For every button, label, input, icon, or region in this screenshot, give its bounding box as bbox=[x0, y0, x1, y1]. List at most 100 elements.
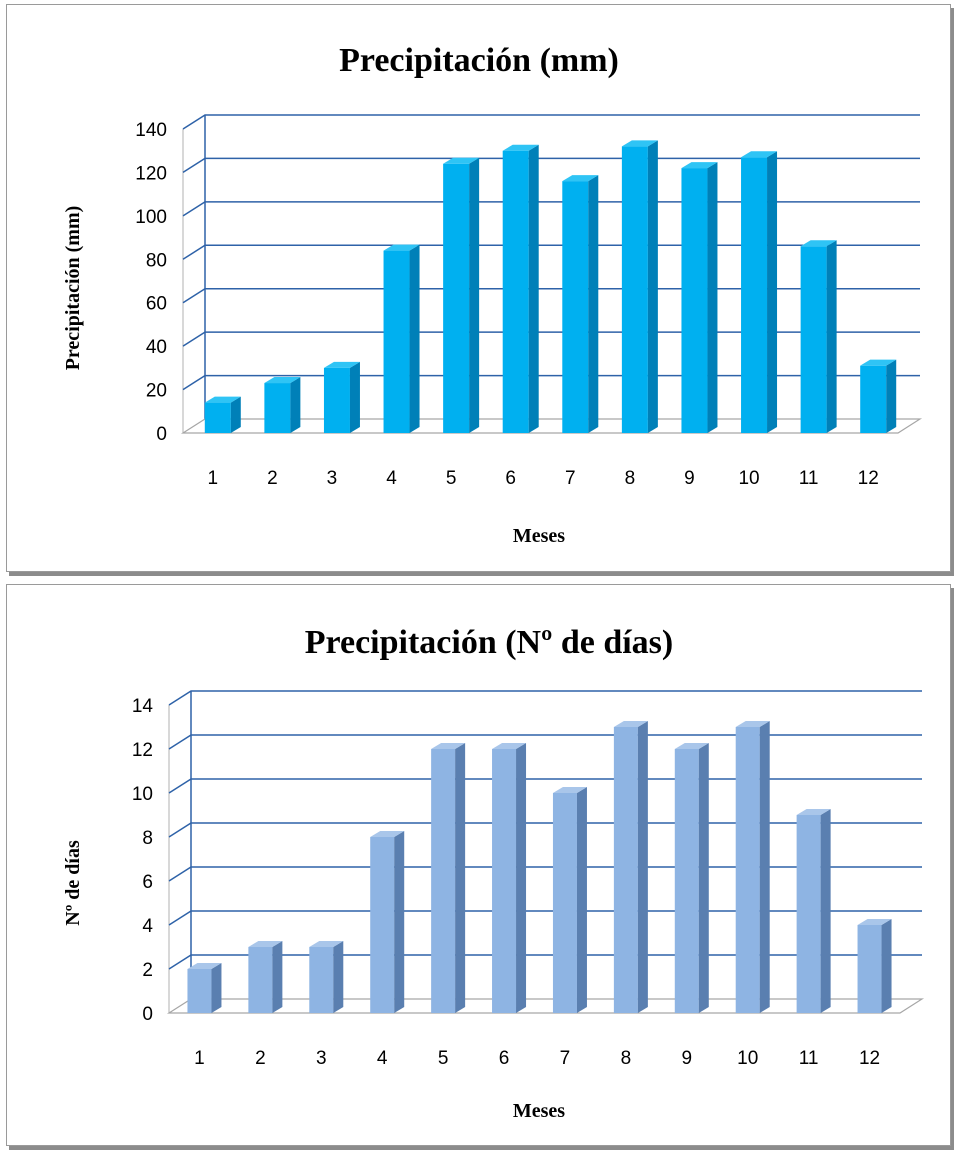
bar bbox=[613, 721, 648, 1013]
bar-side bbox=[647, 140, 658, 433]
bar-side bbox=[290, 377, 301, 433]
bar-top bbox=[323, 361, 360, 368]
bar bbox=[187, 963, 222, 1013]
bar-front bbox=[562, 181, 589, 433]
y-tick-label: 40 bbox=[146, 337, 167, 358]
bar-side bbox=[349, 361, 360, 433]
bar-top bbox=[735, 721, 770, 727]
x-tick-label: 2 bbox=[255, 1048, 266, 1069]
bar-side bbox=[576, 787, 587, 1013]
bar bbox=[800, 240, 837, 433]
bar bbox=[370, 831, 405, 1013]
bar-front bbox=[502, 150, 529, 433]
x-tick-label: 3 bbox=[327, 468, 338, 489]
bar-top bbox=[681, 162, 718, 169]
chart-title: Precipitación (mm) bbox=[339, 42, 619, 79]
bar-side bbox=[707, 162, 718, 434]
bar-side bbox=[637, 721, 648, 1013]
x-tick-label: 3 bbox=[316, 1048, 327, 1069]
x-tick-label: 4 bbox=[377, 1048, 388, 1069]
bar-front bbox=[431, 749, 456, 1013]
y-tick-label: 60 bbox=[146, 294, 167, 315]
y-tick-label: 10 bbox=[132, 784, 153, 805]
bar bbox=[552, 787, 587, 1013]
bar-side bbox=[516, 743, 527, 1013]
bar-top bbox=[796, 809, 831, 815]
bar bbox=[796, 809, 831, 1013]
gridline bbox=[168, 734, 922, 750]
x-tick-label: 10 bbox=[738, 468, 759, 489]
bar-top bbox=[443, 157, 480, 164]
y-tick-label: 0 bbox=[156, 424, 167, 445]
bar-side bbox=[528, 144, 539, 433]
bar bbox=[309, 941, 344, 1013]
bar-top bbox=[857, 919, 892, 925]
y-tick-label: 140 bbox=[135, 120, 167, 141]
bar-front bbox=[204, 402, 231, 433]
bar-front bbox=[248, 947, 273, 1013]
bar-top bbox=[370, 831, 405, 837]
y-tick-label: 12 bbox=[132, 740, 153, 761]
bar-side bbox=[455, 743, 466, 1013]
bar-side bbox=[886, 359, 897, 433]
floor-outline bbox=[166, 998, 925, 1014]
bar bbox=[860, 359, 897, 433]
bar bbox=[562, 175, 599, 433]
bar bbox=[741, 151, 778, 433]
bar-front bbox=[796, 815, 821, 1013]
x-tick-label: 11 bbox=[799, 468, 819, 489]
x-tick-label: 4 bbox=[386, 468, 397, 489]
gridline bbox=[168, 690, 922, 706]
bar-top bbox=[800, 240, 837, 247]
bar-front bbox=[264, 383, 291, 433]
bar bbox=[857, 919, 892, 1013]
bar bbox=[502, 144, 539, 433]
gridline bbox=[168, 778, 922, 794]
bar-front bbox=[552, 793, 577, 1013]
x-tick-label: 7 bbox=[560, 1048, 571, 1069]
bar bbox=[621, 140, 658, 433]
bar-front bbox=[735, 727, 760, 1013]
bar-front bbox=[741, 157, 768, 433]
gridline bbox=[182, 201, 920, 217]
bar bbox=[431, 743, 466, 1013]
bar-side bbox=[230, 396, 241, 433]
gridline bbox=[182, 114, 920, 130]
bar-top bbox=[860, 359, 897, 366]
bar-top bbox=[552, 787, 587, 793]
y-tick-label: 80 bbox=[146, 250, 167, 271]
bar-side bbox=[588, 175, 599, 433]
x-tick-label: 7 bbox=[565, 468, 576, 489]
bar-top bbox=[204, 396, 241, 403]
x-tick-label: 1 bbox=[208, 468, 219, 489]
bar-top bbox=[502, 144, 539, 151]
bar-front bbox=[860, 365, 887, 433]
bar-front bbox=[323, 367, 350, 433]
bar-front bbox=[681, 168, 708, 434]
bar bbox=[674, 743, 709, 1013]
floor-outline bbox=[180, 418, 923, 434]
x-tick-label: 1 bbox=[194, 1048, 205, 1069]
y-tick-label: 4 bbox=[142, 916, 153, 937]
x-tick-label: 6 bbox=[505, 468, 516, 489]
chart-panel-precipitacion-mm: 0 20 40 60 80 100 120 140 1 2 3 4 5 6 7 8 9 10 11 12 Precip… bbox=[6, 4, 951, 572]
bar-side bbox=[881, 919, 892, 1013]
bar-top bbox=[309, 941, 344, 947]
bar-front bbox=[857, 925, 882, 1013]
bar-front bbox=[309, 947, 334, 1013]
bar-front bbox=[187, 969, 212, 1013]
bar bbox=[735, 721, 770, 1013]
bar-top bbox=[431, 743, 466, 749]
bar-side bbox=[211, 963, 222, 1013]
bar bbox=[248, 941, 283, 1013]
y-tick-label: 8 bbox=[142, 828, 153, 849]
x-tick-label: 6 bbox=[499, 1048, 510, 1069]
x-axis-title: Meses bbox=[513, 525, 565, 547]
x-tick-label: 11 bbox=[799, 1048, 819, 1069]
bar-side bbox=[826, 240, 837, 433]
bar bbox=[264, 377, 301, 433]
bar-top bbox=[187, 963, 222, 969]
bar-side bbox=[759, 721, 770, 1013]
bar-front bbox=[800, 246, 827, 433]
